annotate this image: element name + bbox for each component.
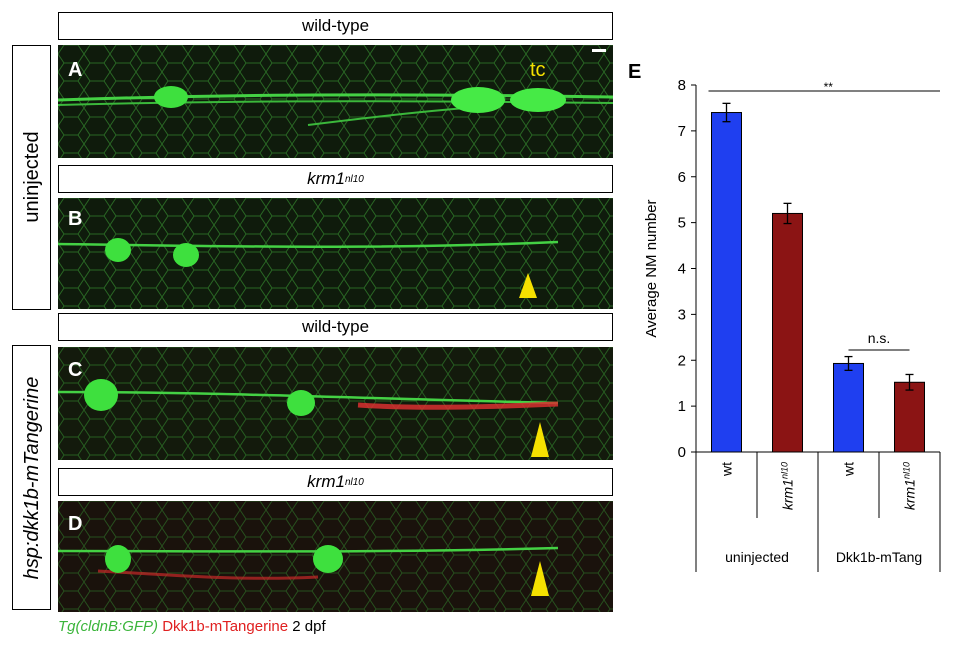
y-tick-label: 6 [678,169,686,186]
panel-d-image: D [58,501,613,612]
neuromast-d2 [313,545,343,573]
tc-annotation: tc [530,59,546,81]
panel-a-image: A tc [58,45,613,158]
neuromast-d1 [105,545,131,573]
panel-b-image: B [58,198,613,309]
arrowhead-c [531,422,549,457]
y-tick-label: 1 [678,398,686,415]
y-tick-label: 7 [678,123,686,140]
y-tick-label: 3 [678,306,686,323]
panel-d-header-text: krm1 [307,472,345,491]
category-label: wt [719,462,735,477]
y-tick-label: 4 [678,261,686,278]
scale-bar [592,49,606,52]
panel-d-letter: D [68,513,83,535]
panel-a-letter: A [68,59,83,81]
bar [833,362,864,453]
bar-chart: E 0 1 2 3 4 5 6 7 8 Average NM number ** n.s. wt krm1n… [628,61,941,572]
significance-label-dkk: n.s. [868,330,891,346]
chart-panel-letter: E [628,61,641,83]
figure-caption: Tg(cldnB:GFP) Dkk1b-mTangerine 2 dpf [58,618,326,635]
panel-b-header-sup: nl10 [344,173,364,185]
significance-label-all: ** [824,80,834,94]
panel-c-header: wild-type [58,313,613,341]
terminal-cluster [510,88,566,112]
arrowhead-d [531,561,549,596]
neuromast-a1 [154,86,188,108]
neuromast-b1 [105,238,131,262]
panel-a-micrograph [58,45,613,158]
panel-d-micrograph [58,501,613,612]
panel-d-header: krm1 nl10 [58,468,613,496]
y-axis-label: Average NM number [643,199,660,337]
category-label: krm1nl10 [780,462,796,510]
bar [894,381,925,453]
y-tick-label: 5 [678,215,686,232]
bar [711,112,742,453]
uninjected-row-box [12,45,51,310]
panel-c-letter: C [68,359,83,381]
bar [772,212,803,453]
panel-b-header: krm1 nl10 [58,165,613,193]
neuromast-b2 [173,243,199,267]
panel-c-image: C [58,347,613,460]
chart-e: E 0 1 2 3 4 5 6 7 8 Average NM number ** n.s. wt krm1n… [620,50,960,590]
caption-transgene: Tg(cldnB:GFP) [58,618,159,635]
panel-b-micrograph [58,198,613,309]
panel-c-micrograph [58,347,613,460]
caption-dkk: Dkk1b-mTangerine [162,618,289,635]
injected-row-label: hsp:dkk1b-mTangerine [21,376,43,580]
group-label: uninjected [725,549,789,565]
group-label: Dkk1b-mTang [836,549,922,565]
neuromast-a2 [451,87,505,113]
arrowhead-b [519,273,537,298]
neuromast-c1 [84,379,118,411]
panel-b-header-text: krm1 [307,169,345,188]
panel-a-header: wild-type [58,12,613,40]
uninjected-row-label: uninjected [21,131,43,223]
y-tick-label: 0 [678,444,686,461]
category-label: krm1nl10 [902,462,918,510]
y-tick-label: 2 [678,352,686,369]
panel-a-header-text: wild-type [301,16,370,35]
y-tick-label: 8 [678,77,686,94]
panel-c-header-text: wild-type [301,317,370,336]
panel-b-letter: B [68,208,83,230]
caption-stage: 2 dpf [292,618,326,635]
panel-d-header-sup: nl10 [344,476,364,488]
category-label: wt [841,462,857,477]
neuromast-c2 [287,390,315,416]
injected-row-box [12,345,51,610]
